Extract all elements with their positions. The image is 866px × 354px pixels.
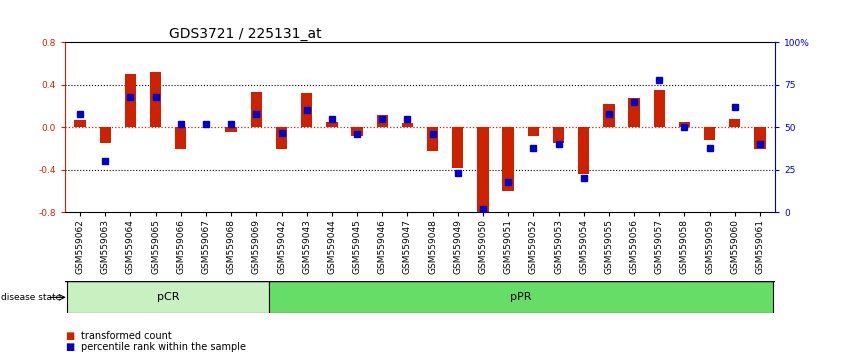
Bar bbox=[250, 92, 262, 127]
Text: pCR: pCR bbox=[157, 292, 179, 302]
Bar bbox=[704, 127, 715, 140]
Bar bbox=[553, 127, 564, 143]
Bar bbox=[352, 127, 363, 136]
Bar bbox=[74, 120, 86, 127]
Bar bbox=[754, 127, 766, 149]
Bar bbox=[402, 123, 413, 127]
Bar bbox=[326, 122, 338, 127]
Text: GDS3721 / 225131_at: GDS3721 / 225131_at bbox=[169, 27, 321, 41]
Bar bbox=[654, 90, 665, 127]
Bar bbox=[604, 104, 615, 127]
Bar bbox=[276, 127, 288, 149]
Bar bbox=[301, 93, 313, 127]
Text: pPR: pPR bbox=[510, 292, 532, 302]
Bar bbox=[452, 127, 463, 168]
Text: percentile rank within the sample: percentile rank within the sample bbox=[81, 342, 246, 352]
Bar bbox=[729, 119, 740, 127]
Text: disease state: disease state bbox=[1, 293, 61, 302]
Bar bbox=[125, 74, 136, 127]
Bar bbox=[578, 127, 590, 174]
Bar bbox=[477, 127, 488, 212]
Bar bbox=[68, 281, 269, 313]
Bar bbox=[527, 127, 539, 136]
Bar bbox=[175, 127, 186, 149]
Text: transformed count: transformed count bbox=[81, 331, 171, 341]
Bar bbox=[679, 122, 690, 127]
Bar bbox=[629, 98, 640, 127]
Bar bbox=[269, 281, 772, 313]
Bar bbox=[427, 127, 438, 151]
Bar bbox=[502, 127, 514, 191]
Bar bbox=[100, 127, 111, 143]
Bar bbox=[150, 72, 161, 127]
Text: ■: ■ bbox=[65, 331, 74, 341]
Bar bbox=[377, 115, 388, 127]
Text: ■: ■ bbox=[65, 342, 74, 352]
Bar bbox=[225, 127, 236, 132]
